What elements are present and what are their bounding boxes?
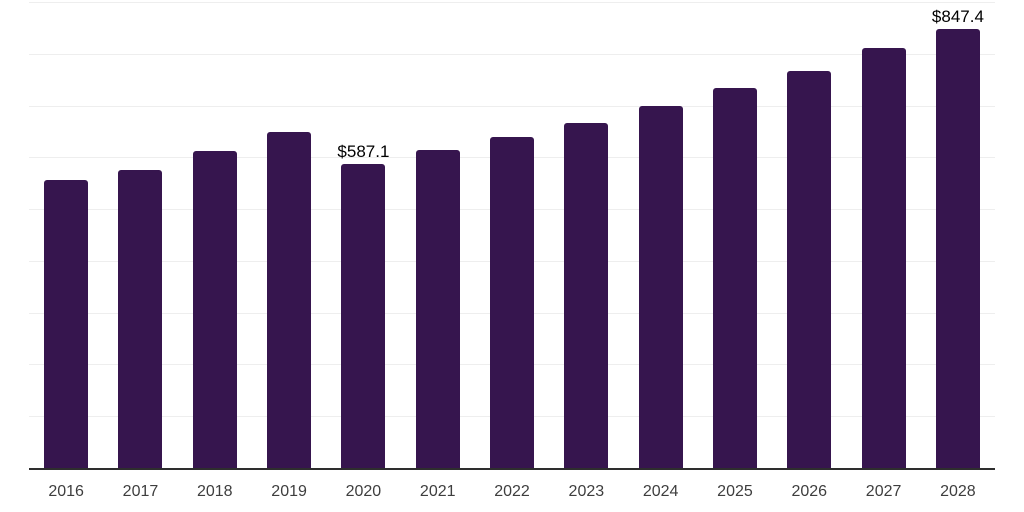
- bar-2022[interactable]: [490, 137, 535, 468]
- gridline: [29, 105, 995, 107]
- x-tick-label-2024: 2024: [642, 483, 679, 500]
- bar-slot-2026: [772, 2, 846, 468]
- gridline: [29, 2, 995, 3]
- x-tick-label-2017: 2017: [122, 483, 159, 500]
- bar-value-label-2020: $587.1: [337, 142, 390, 162]
- bar-2017[interactable]: [118, 169, 163, 468]
- gridline: [29, 53, 995, 55]
- x-tick-label-2028: 2028: [940, 483, 976, 500]
- bar-2024[interactable]: [638, 105, 683, 468]
- bar-slot-2017: [103, 2, 177, 468]
- x-tick-label-2022: 2022: [494, 483, 530, 500]
- bar-slot-2019: [252, 2, 326, 468]
- bar-2020[interactable]: [341, 164, 386, 468]
- bar-slot-2023: [549, 2, 623, 468]
- x-axis-labels: 2016 2017 2018 2019 2020 2021 2022 2023 2024 2025…: [29, 481, 995, 503]
- x-tick-label-2027: 2027: [865, 483, 902, 500]
- bar-value-label-2028: $847.4: [931, 7, 984, 27]
- x-tick-label-2016: 2016: [48, 483, 84, 500]
- bar-2027[interactable]: [861, 48, 906, 468]
- bar-slot-2027: [846, 2, 920, 468]
- x-axis-line: [29, 468, 995, 470]
- bar-slot-2016: [29, 2, 103, 468]
- x-tick-label-2021: 2021: [419, 483, 456, 500]
- bar-slot-2021: [401, 2, 475, 468]
- bar-2019[interactable]: [267, 132, 312, 468]
- bar-2021[interactable]: [415, 150, 460, 468]
- x-tick-label-2026: 2026: [791, 483, 828, 500]
- x-tick-label-2018: 2018: [196, 483, 233, 500]
- bar-2025[interactable]: [712, 87, 757, 468]
- x-tick-label-2025: 2025: [717, 483, 753, 500]
- bars-row: $587.1 $847.4: [29, 2, 995, 468]
- bar-2026[interactable]: [787, 71, 832, 468]
- x-tick-label-2020: 2020: [345, 483, 382, 500]
- bar-2023[interactable]: [564, 122, 609, 468]
- bar-2016[interactable]: [44, 180, 89, 468]
- bar-slot-2025: [698, 2, 772, 468]
- plot-area: $587.1 $847.4: [29, 2, 995, 468]
- bar-slot-2018: [178, 2, 252, 468]
- x-tick-label-2023: 2023: [568, 483, 605, 500]
- bar-2018[interactable]: [192, 151, 237, 468]
- bar-slot-2024: [624, 2, 698, 468]
- bar-slot-2028: $847.4: [921, 2, 995, 468]
- bar-2028[interactable]: [935, 29, 980, 468]
- bar-slot-2020: $587.1: [326, 2, 400, 468]
- x-tick-label-2019: 2019: [271, 483, 307, 500]
- bar-slot-2022: [475, 2, 549, 468]
